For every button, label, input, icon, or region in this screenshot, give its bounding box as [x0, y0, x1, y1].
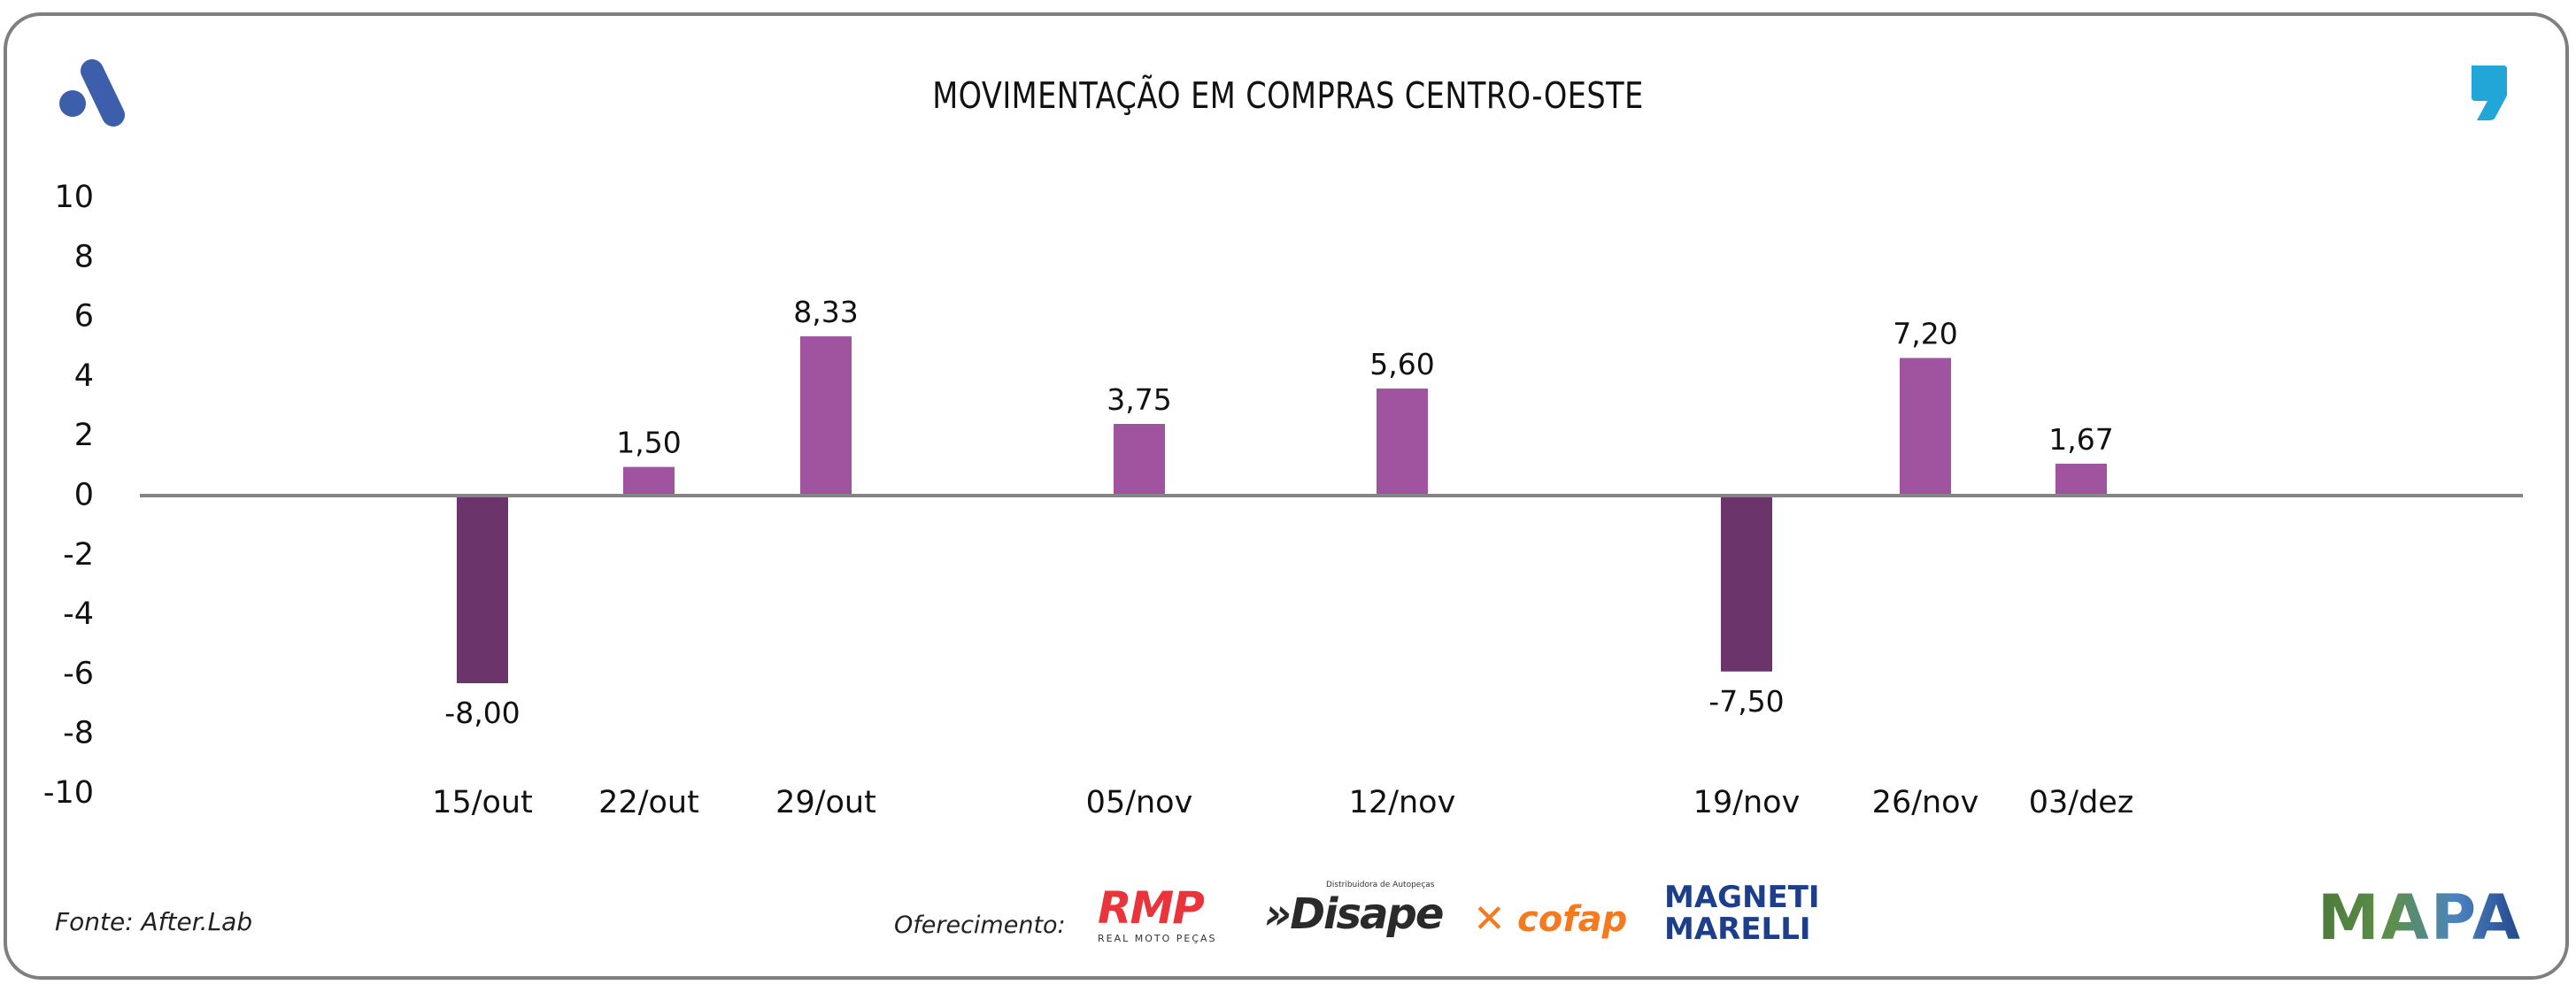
x-tick-label: 12/nov: [1349, 785, 1456, 820]
cofap-x-icon: ✕: [1473, 897, 1506, 942]
data-label: -7,50: [1708, 684, 1784, 719]
x-tick-label: 19/nov: [1693, 785, 1801, 820]
mapa-brand-logo: MAPA: [2318, 887, 2530, 949]
data-label: 7,20: [1893, 316, 1957, 350]
quote-comma-logo-icon: [2472, 65, 2507, 120]
y-tick-label: 2: [74, 418, 94, 453]
x-tick-label: 03/dez: [2029, 785, 2133, 820]
bar-19-nov: [1721, 496, 1772, 672]
data-label: 8,33: [793, 295, 858, 329]
cofap-logo-text: cofap: [1517, 899, 1628, 940]
bar-26-nov: [1900, 358, 1951, 496]
bars: [457, 336, 2107, 683]
y-tick-label: 10: [54, 180, 94, 215]
rmp-logo-subtitle: REAL MOTO PEÇAS: [1098, 933, 1217, 944]
x-tick-label: 29/out: [775, 785, 876, 820]
sponsor-logo-rmp: RMP REAL MOTO PEÇAS: [1098, 885, 1248, 945]
y-tick-label: -6: [63, 656, 94, 691]
bar-29-out: [800, 336, 852, 496]
y-tick-label: -10: [43, 775, 94, 811]
sponsor-label: Oferecimento:: [894, 912, 1066, 939]
bar-05-nov: [1114, 424, 1165, 496]
sponsor-logo-cofap: ✕ cofap: [1473, 894, 1650, 947]
x-axis: 15/out 22/out 29/out 05/nov 12/nov 19/nov 26/n…: [432, 785, 2133, 820]
data-label: 1,50: [616, 426, 681, 460]
bar-22-out: [623, 466, 675, 496]
y-tick-label: 6: [74, 299, 94, 335]
data-label: 1,67: [2048, 422, 2113, 457]
source-note: Fonte: After.Lab: [55, 907, 253, 936]
after-lab-a-logo-icon: [59, 59, 125, 127]
chevron-right-double-icon: »: [1264, 889, 1292, 939]
x-tick-label: 05/nov: [1086, 785, 1193, 820]
data-labels: -8,00 1,50 8,33 3,75 5,60 -7,50 7,20 1,67: [444, 295, 2113, 730]
x-tick-label: 26/nov: [1872, 785, 1979, 820]
data-label: 5,60: [1369, 347, 1434, 381]
mapa-logo-text: MAPA: [2318, 887, 2530, 949]
y-tick-label: -2: [63, 537, 94, 573]
y-tick-label: 8: [74, 239, 94, 274]
disape-logo-text: »Disape: [1264, 890, 1459, 938]
y-axis: 10 8 6 4 2 0 -2 -4 -6 -8 -10: [43, 180, 94, 811]
y-tick-label: -4: [63, 596, 94, 632]
x-tick-label: 22/out: [598, 785, 699, 820]
sponsor-logo-magneti-marelli: MAGNETI MARELLI: [1664, 880, 1820, 947]
disape-logo-subtitle: Distribuidora de Autopeças: [1326, 881, 1435, 889]
disape-name: Disape: [1290, 889, 1444, 939]
y-tick-label: 0: [74, 478, 94, 513]
rmp-logo-text: RMP: [1098, 882, 1205, 934]
bar-15-out: [457, 496, 508, 683]
bar-12-nov: [1377, 389, 1428, 496]
data-label: 3,75: [1107, 382, 1171, 417]
y-tick-label: -8: [63, 716, 94, 751]
sponsor-logo-disape: Distribuidora de Autopeças »Disape: [1264, 880, 1459, 938]
chart-title: MOVIMENTAÇÃO EM COMPRAS CENTRO-OESTE: [932, 74, 1644, 117]
bar-03-dez: [2055, 463, 2107, 496]
data-label: -8,00: [444, 696, 520, 730]
magneti-marelli-logo-text: MAGNETI MARELLI: [1664, 880, 1820, 947]
y-tick-label: 4: [74, 358, 94, 394]
x-tick-label: 15/out: [432, 785, 533, 820]
